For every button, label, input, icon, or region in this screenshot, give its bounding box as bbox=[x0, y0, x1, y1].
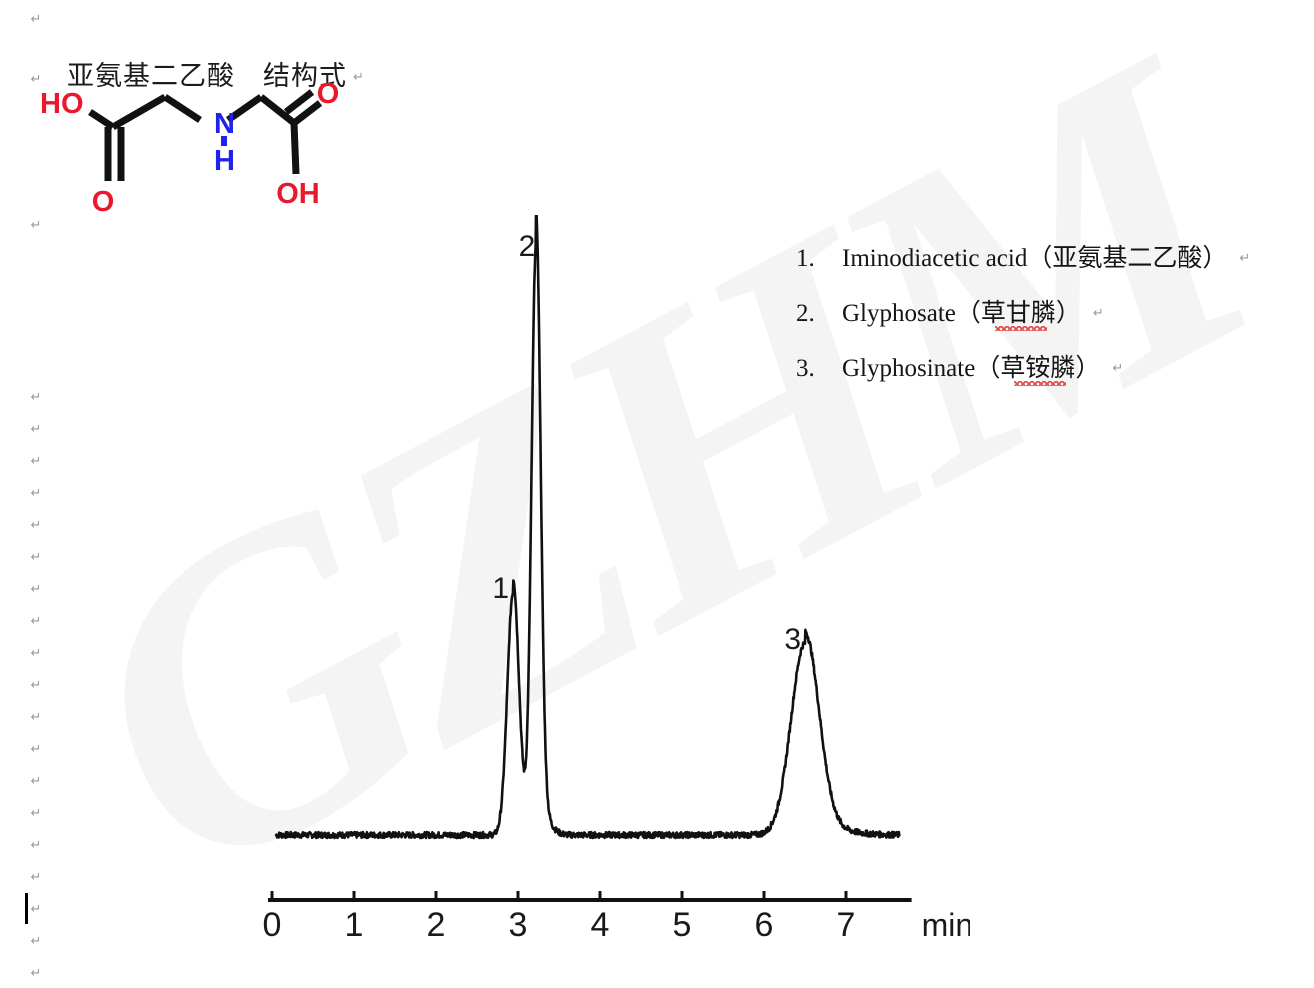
margin-paragraph-mark-icon: ↵ bbox=[30, 421, 42, 436]
paragraph-mark-icon: ↵ bbox=[1092, 305, 1104, 320]
bond-group bbox=[88, 89, 323, 181]
margin-paragraph-mark-icon: ↵ bbox=[30, 613, 42, 628]
margin-paragraph-mark-icon: ↵ bbox=[30, 71, 42, 86]
atom-label-ho: HO bbox=[40, 88, 84, 120]
structure-svg: HO O O OH N H bbox=[40, 78, 339, 218]
margin-paragraph-mark-icon: ↵ bbox=[30, 485, 42, 500]
x-axis-tick-label: 1 bbox=[345, 906, 364, 944]
margin-paragraph-mark-icon: ↵ bbox=[30, 805, 42, 820]
spellcheck-squiggle bbox=[1014, 381, 1067, 386]
bond-ho-c1 bbox=[88, 109, 115, 130]
margin-paragraph-mark-icon: ↵ bbox=[30, 517, 42, 532]
bond-ch2b-c2 bbox=[258, 94, 297, 126]
spellcheck-squiggle bbox=[994, 326, 1047, 331]
peak-label: 1 bbox=[492, 572, 509, 605]
page-title: 亚氨基二乙酸 结构式 ↵ bbox=[36, 23, 365, 124]
peak-label: 2 bbox=[519, 230, 536, 263]
paragraph-mark-icon: ↵ bbox=[1239, 250, 1251, 265]
margin-paragraph-mark-icon: ↵ bbox=[30, 389, 42, 404]
paragraph-mark-icon: ↵ bbox=[353, 69, 365, 84]
bond-c1-ch2 bbox=[111, 93, 167, 131]
text-caret[interactable] bbox=[25, 893, 28, 924]
bond-c2-o-double-b bbox=[283, 89, 315, 115]
paragraph-mark-icon: ↵ bbox=[1112, 360, 1124, 375]
margin-paragraph-mark-icon: ↵ bbox=[30, 677, 42, 692]
legend-item-label: Iminodiacetic acid（亚氨基二乙酸） bbox=[842, 245, 1228, 272]
margin-paragraph-mark-icon: ↵ bbox=[30, 549, 42, 564]
bond-n-ch2b bbox=[225, 94, 264, 123]
x-axis-tick-label: 4 bbox=[591, 906, 610, 944]
margin-paragraph-mark-icon: ↵ bbox=[30, 901, 42, 916]
margin-paragraph-mark-icon: ↵ bbox=[30, 837, 42, 852]
margin-paragraph-mark-icon: ↵ bbox=[30, 933, 42, 948]
margin-paragraph-mark-icon: ↵ bbox=[30, 869, 42, 884]
x-axis-tick-label: 6 bbox=[755, 906, 774, 944]
atom-label-group: HO O O OH N H bbox=[40, 78, 339, 218]
margin-paragraph-mark-icon: ↵ bbox=[30, 741, 42, 756]
iminodiacetic-acid-structure: HO O O OH N H bbox=[28, 78, 358, 218]
margin-paragraph-mark-icon: ↵ bbox=[30, 645, 42, 660]
peak-label: 3 bbox=[784, 623, 801, 656]
x-axis-tick-label: 7 bbox=[837, 906, 856, 944]
margin-paragraph-mark-icon: ↵ bbox=[30, 453, 42, 468]
bond-c2-oh bbox=[290, 122, 300, 175]
margin-paragraph-mark-icon: ↵ bbox=[30, 581, 42, 596]
margin-paragraph-marks: ↵ ↵ ↵ ↵ ↵ ↵ ↵ ↵ ↵ ↵ ↵ ↵ ↵ ↵ ↵ ↵ ↵ ↵ ↵ ↵ ↵ ↵ bbox=[24, 0, 54, 988]
margin-paragraph-mark-icon: ↵ bbox=[30, 709, 42, 724]
compound-legend: 1. Iminodiacetic acid（亚氨基二乙酸） ↵ 2. Glyphosat… bbox=[796, 238, 1296, 403]
x-axis-tick-label: 5 bbox=[673, 906, 692, 944]
atom-label-o-left: O bbox=[92, 186, 115, 218]
bond-c2-o-double-a bbox=[291, 100, 323, 126]
chromatogram-svg: 0 1 2 3 4 5 6 7 min 1 2 3 bbox=[263, 215, 970, 944]
x-axis-tick-label: 0 bbox=[263, 906, 282, 944]
atom-label-o-right: O bbox=[317, 78, 340, 110]
x-axis-unit-label: min bbox=[922, 907, 970, 943]
legend-item-number: 2. bbox=[796, 300, 815, 327]
legend-item: 1. Iminodiacetic acid（亚氨基二乙酸） ↵ bbox=[796, 238, 1296, 274]
margin-paragraph-mark-icon: ↵ bbox=[30, 965, 42, 980]
legend-item-label: Glyphosate（草甘膦） bbox=[842, 293, 1081, 331]
page-title-text: 亚氨基二乙酸 结构式 bbox=[67, 61, 347, 91]
legend-item: 2. Glyphosate（草甘膦） ↵ bbox=[796, 293, 1296, 331]
atom-label-n: N bbox=[214, 108, 235, 140]
bond-ch2-n bbox=[163, 94, 202, 123]
legend-item-number: 3. bbox=[796, 355, 815, 382]
atom-label-h: H bbox=[214, 145, 235, 177]
legend-item: 3. Glyphosinate（草铵膦） ↵ bbox=[796, 348, 1296, 386]
x-axis-tick-label: 2 bbox=[427, 906, 446, 944]
x-axis-tick-label: 3 bbox=[509, 906, 528, 944]
margin-paragraph-mark-icon: ↵ bbox=[30, 773, 42, 788]
legend-item-number: 1. bbox=[796, 245, 815, 272]
chromatogram-plot: 0 1 2 3 4 5 6 7 min 1 2 3 bbox=[250, 215, 970, 960]
legend-item-label: Glyphosinate（草铵膦） bbox=[842, 348, 1100, 386]
margin-paragraph-mark-icon: ↵ bbox=[30, 217, 42, 232]
chromatogram-trace bbox=[274, 215, 901, 840]
margin-paragraph-mark-icon: ↵ bbox=[30, 11, 42, 26]
atom-label-oh: OH bbox=[276, 178, 320, 210]
